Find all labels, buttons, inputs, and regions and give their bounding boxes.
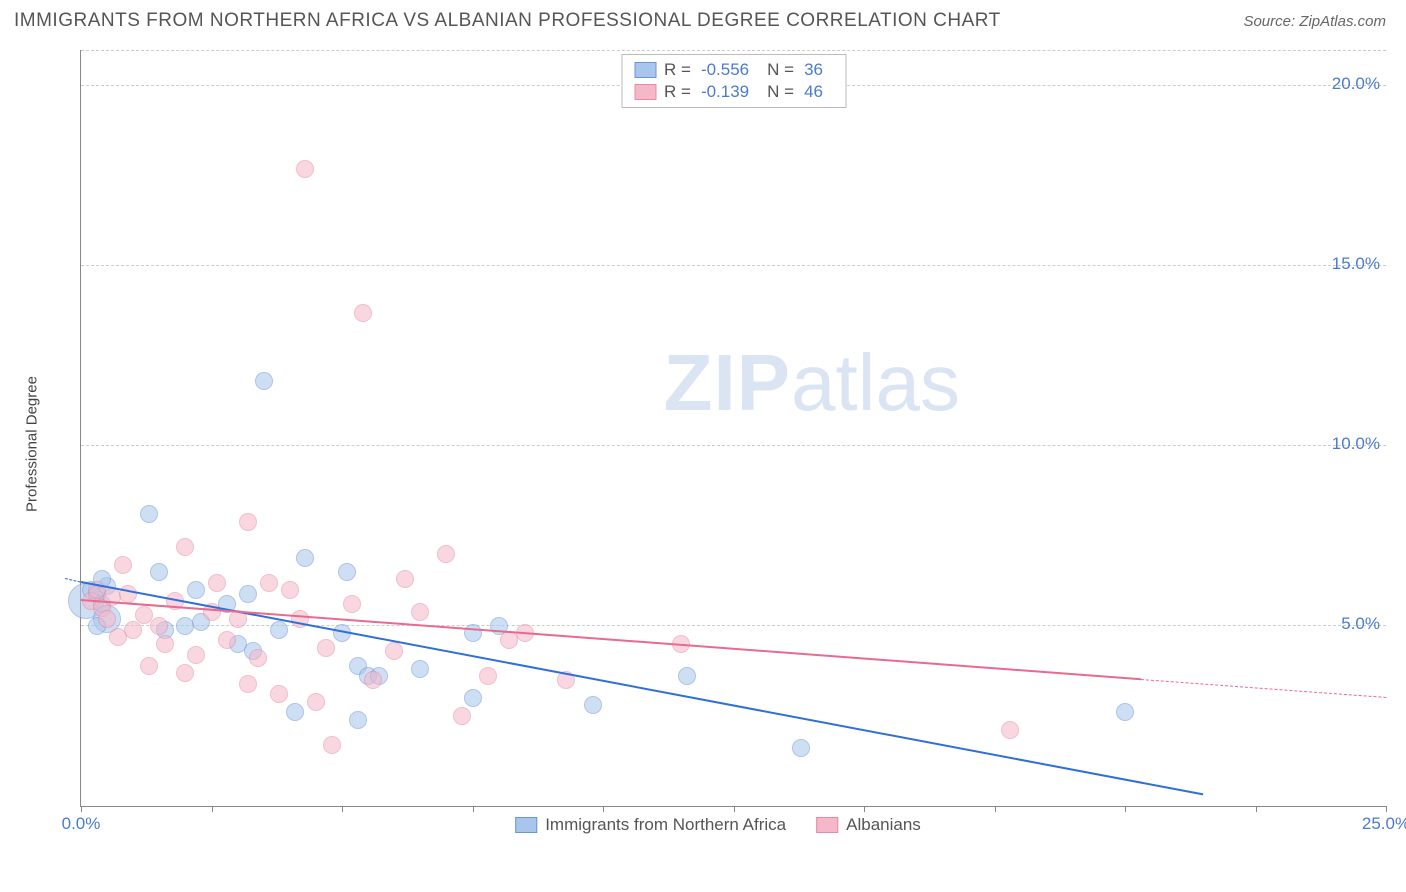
chart-header: IMMIGRANTS FROM NORTHERN AFRICA VS ALBAN…	[0, 0, 1406, 38]
scatter-point	[176, 664, 194, 682]
x-tick	[995, 806, 996, 812]
scatter-point	[98, 610, 116, 628]
chart-area: Professional Degree ZIPatlas R = -0.556 …	[50, 50, 1386, 837]
r-value-1: -0.556	[701, 60, 749, 80]
scatter-point	[364, 671, 382, 689]
y-tick-label: 5.0%	[1341, 614, 1380, 634]
scatter-point	[260, 574, 278, 592]
x-tick-label: 0.0%	[62, 814, 101, 834]
scatter-point	[239, 585, 257, 603]
legend-row-series-2: R = -0.139 N = 46	[634, 81, 833, 103]
swatch-legend-1	[515, 817, 537, 833]
y-tick-label: 20.0%	[1332, 74, 1380, 94]
scatter-point	[437, 545, 455, 563]
scatter-point	[323, 736, 341, 754]
x-tick	[1386, 806, 1387, 812]
trend-line-dashed	[65, 578, 81, 583]
scatter-point	[338, 563, 356, 581]
scatter-point	[411, 660, 429, 678]
scatter-point	[150, 563, 168, 581]
n-value-1: 36	[804, 60, 823, 80]
scatter-point	[119, 585, 137, 603]
y-tick-label: 10.0%	[1332, 434, 1380, 454]
chart-source: Source: ZipAtlas.com	[1243, 13, 1386, 30]
r-value-2: -0.139	[701, 82, 749, 102]
legend-item-2: Albanians	[816, 815, 921, 835]
legend-row-series-1: R = -0.556 N = 36	[634, 59, 833, 81]
scatter-point	[218, 631, 236, 649]
scatter-point	[296, 160, 314, 178]
scatter-point	[411, 603, 429, 621]
legend-series: Immigrants from Northern Africa Albanian…	[515, 815, 921, 835]
legend-correlation: R = -0.556 N = 36 R = -0.139 N = 46	[621, 54, 846, 108]
x-tick	[342, 806, 343, 812]
scatter-point	[349, 711, 367, 729]
scatter-point	[343, 595, 361, 613]
watermark: ZIPatlas	[664, 337, 960, 429]
scatter-point	[187, 646, 205, 664]
scatter-point	[156, 635, 174, 653]
y-tick-label: 15.0%	[1332, 254, 1380, 274]
scatter-point	[678, 667, 696, 685]
x-tick	[1125, 806, 1126, 812]
scatter-point	[1116, 703, 1134, 721]
scatter-point	[479, 667, 497, 685]
x-tick	[81, 806, 82, 812]
x-tick	[1256, 806, 1257, 812]
scatter-point	[584, 696, 602, 714]
legend-label-2: Albanians	[846, 815, 921, 835]
scatter-point	[281, 581, 299, 599]
scatter-point	[114, 556, 132, 574]
scatter-point	[239, 513, 257, 531]
scatter-point	[1001, 721, 1019, 739]
x-tick	[603, 806, 604, 812]
scatter-point	[140, 505, 158, 523]
scatter-point	[140, 657, 158, 675]
swatch-series-2	[634, 84, 656, 100]
scatter-point	[307, 693, 325, 711]
legend-label-1: Immigrants from Northern Africa	[545, 815, 786, 835]
scatter-point	[792, 739, 810, 757]
scatter-point	[208, 574, 226, 592]
scatter-point	[150, 617, 168, 635]
x-tick-label: 25.0%	[1362, 814, 1406, 834]
scatter-point	[464, 689, 482, 707]
gridline	[81, 265, 1386, 266]
scatter-point	[135, 606, 153, 624]
gridline	[81, 50, 1386, 51]
gridline	[81, 445, 1386, 446]
x-tick	[734, 806, 735, 812]
scatter-point	[385, 642, 403, 660]
scatter-point	[239, 675, 257, 693]
plot-region: ZIPatlas R = -0.556 N = 36 R = -0.139 N …	[80, 50, 1386, 807]
trend-line-dashed	[1141, 679, 1386, 698]
scatter-point	[453, 707, 471, 725]
scatter-point	[270, 685, 288, 703]
y-axis-label: Professional Degree	[24, 376, 41, 512]
x-tick	[212, 806, 213, 812]
x-tick	[473, 806, 474, 812]
n-value-2: 46	[804, 82, 823, 102]
scatter-point	[187, 581, 205, 599]
scatter-point	[354, 304, 372, 322]
scatter-point	[249, 649, 267, 667]
x-tick	[864, 806, 865, 812]
scatter-point	[396, 570, 414, 588]
scatter-point	[296, 549, 314, 567]
scatter-point	[255, 372, 273, 390]
swatch-legend-2	[816, 817, 838, 833]
scatter-point	[286, 703, 304, 721]
scatter-point	[317, 639, 335, 657]
scatter-point	[176, 538, 194, 556]
swatch-series-1	[634, 62, 656, 78]
scatter-point	[270, 621, 288, 639]
chart-title: IMMIGRANTS FROM NORTHERN AFRICA VS ALBAN…	[14, 10, 1001, 32]
legend-item-1: Immigrants from Northern Africa	[515, 815, 786, 835]
